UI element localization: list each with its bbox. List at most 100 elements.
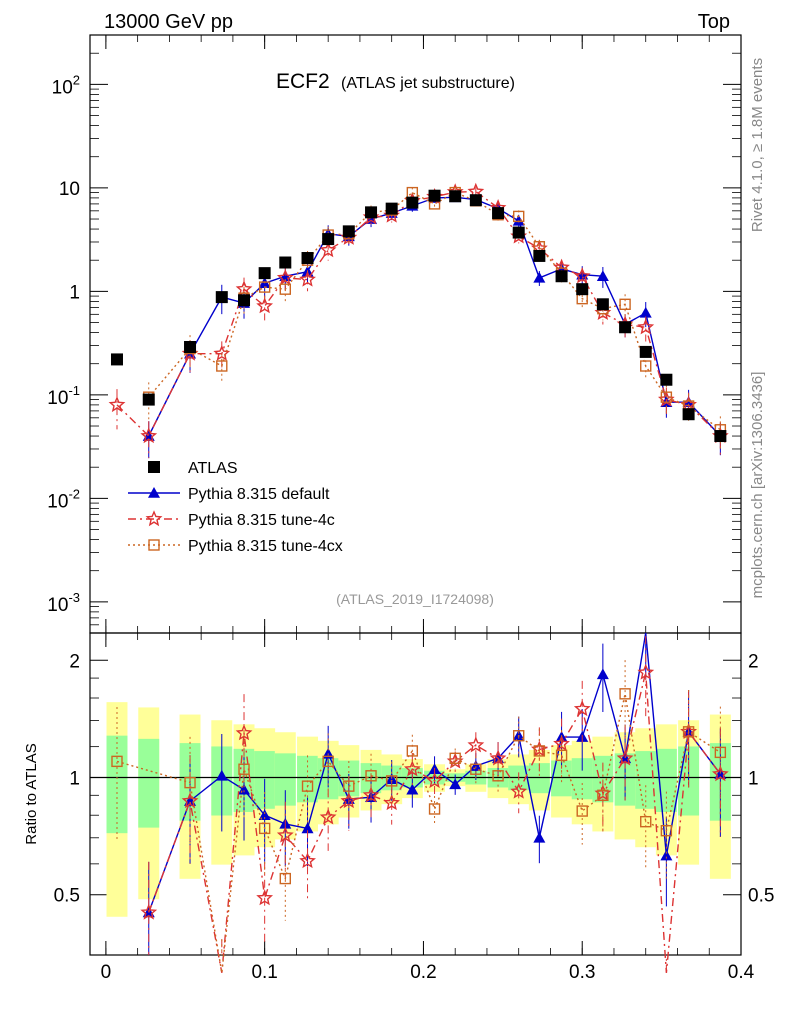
series-3 xyxy=(143,186,727,449)
ratio-point xyxy=(385,775,398,787)
ratio-point xyxy=(637,663,655,680)
ratio-point xyxy=(616,749,634,766)
data-point xyxy=(258,267,271,280)
main-series-layer xyxy=(108,182,729,459)
ratio-band-inner xyxy=(297,755,319,803)
ratio-point xyxy=(426,772,443,789)
data-point xyxy=(682,408,695,421)
ratio-y-tick-label: 0.5 xyxy=(54,886,80,907)
y-tick-label: 10 xyxy=(59,179,80,200)
ratio-point xyxy=(276,826,294,843)
ratio-point xyxy=(301,822,314,834)
ratio-point xyxy=(449,752,461,765)
data-point xyxy=(660,373,673,386)
data-point xyxy=(108,396,126,413)
ratio-point xyxy=(555,749,568,762)
ratio-point xyxy=(406,745,419,757)
chart-subtitle: (ATLAS jet substructure) xyxy=(341,75,515,92)
ratio-point xyxy=(140,903,158,920)
ratio-band-inner xyxy=(635,751,657,809)
ratio-point xyxy=(533,831,546,843)
data-point xyxy=(573,267,591,284)
data-point xyxy=(428,189,441,202)
data-point xyxy=(406,196,419,209)
header-right-title: Top xyxy=(698,11,730,33)
data-point xyxy=(385,202,398,215)
ratio-band-inner xyxy=(571,758,593,800)
ratio-point xyxy=(343,780,355,792)
legend-marker xyxy=(148,487,160,498)
data-point xyxy=(640,360,652,372)
legend-label: Pythia 8.315 default xyxy=(188,486,330,503)
ratio-point xyxy=(406,783,419,795)
ratio-point xyxy=(513,730,525,742)
ratio-point xyxy=(256,889,274,906)
ratio-point xyxy=(299,852,316,869)
ratio-point xyxy=(596,668,609,680)
data-point xyxy=(576,283,589,296)
data-point xyxy=(216,360,228,372)
ratio-point xyxy=(467,736,485,753)
header-left-title: 13000 GeV pp xyxy=(104,11,233,33)
main-panel: 10-3 10-2 10-1 1 10 102 ECF2 (ATLAS jet subst… xyxy=(47,34,742,955)
chart-title: ECF2 xyxy=(276,70,330,93)
x-tick-label: 0 xyxy=(101,962,112,983)
ratio-series-layer xyxy=(90,632,741,973)
ratio-point xyxy=(576,805,588,817)
ratio-plot-frame xyxy=(89,632,742,956)
data-point xyxy=(184,341,197,354)
y-tick-label: 10-2 xyxy=(47,486,80,512)
ratio-point xyxy=(258,822,271,835)
data-point xyxy=(513,210,525,223)
ratio-line-3 xyxy=(116,693,721,973)
ratio-point xyxy=(365,770,377,782)
y-tick-label: 102 xyxy=(52,72,80,98)
data-point xyxy=(301,252,314,265)
legend-marker xyxy=(148,461,160,473)
y-tick-label: 10-3 xyxy=(47,590,80,616)
ratio-point xyxy=(640,815,652,828)
ratio-point xyxy=(449,778,462,790)
ratio-y-tick-label: 1 xyxy=(69,768,80,789)
data-point xyxy=(110,353,123,366)
data-point xyxy=(512,214,525,226)
ratio-point xyxy=(340,792,358,809)
ratio-panel: 0 0.1 0.2 0.3 0.4 0.5 0.5 1 1 2 2 Ratio to ATLAS xyxy=(23,632,774,983)
data-point xyxy=(619,321,632,334)
ratio-ylabel: Ratio to ATLAS xyxy=(23,743,40,844)
ratio-y-tick-label-right: 1 xyxy=(748,768,759,789)
ratio-point xyxy=(215,769,228,781)
data-point xyxy=(596,298,609,311)
data-point xyxy=(555,270,568,283)
legend-label: Pythia 8.315 tune-4c xyxy=(188,512,335,529)
ratio-point xyxy=(383,794,400,811)
rivet-version-label: Rivet 4.1.0, ≥ 1.8M events xyxy=(749,58,766,232)
x-tick-label: 0.4 xyxy=(728,962,755,983)
ratio-point xyxy=(428,803,441,815)
ratio-point xyxy=(403,760,421,777)
ratio-point xyxy=(492,770,504,782)
data-point xyxy=(319,241,337,258)
data-point xyxy=(238,294,251,307)
series-line-2 xyxy=(116,190,721,438)
data-point xyxy=(533,249,546,262)
data-point xyxy=(365,206,378,219)
x-tick-label: 0.2 xyxy=(410,962,436,983)
ratio-point xyxy=(660,824,673,837)
legend-marker xyxy=(148,539,160,551)
ratio-point xyxy=(181,792,199,809)
data-point xyxy=(322,233,335,246)
ratio-point xyxy=(319,808,337,825)
series-line-3 xyxy=(148,191,721,431)
data-point xyxy=(660,391,673,403)
ratio-point xyxy=(470,763,482,775)
ratio-point xyxy=(597,789,609,801)
ratio-band-inner xyxy=(528,763,550,794)
y-tick-label: 1 xyxy=(69,282,80,303)
ratio-y-tick-label-right: 0.5 xyxy=(748,886,774,907)
main-axis-ticks: 10-3 10-2 10-1 1 10 102 xyxy=(47,35,742,955)
series-0 xyxy=(110,189,727,443)
ratio-y-tick-label: 2 xyxy=(69,651,80,672)
data-point xyxy=(714,430,727,443)
x-tick-label: 0.1 xyxy=(251,962,277,983)
